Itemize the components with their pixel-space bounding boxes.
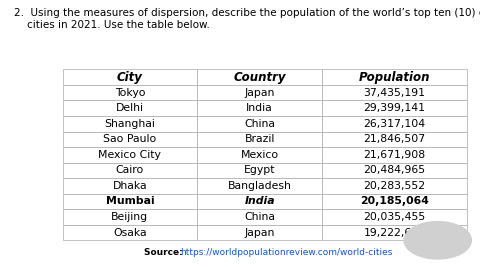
FancyBboxPatch shape <box>197 85 322 100</box>
Text: Source:: Source: <box>144 248 186 257</box>
Text: 26,317,104: 26,317,104 <box>362 119 425 129</box>
Text: 37,435,191: 37,435,191 <box>363 88 424 98</box>
Text: Population: Population <box>358 71 429 84</box>
Text: Brazil: Brazil <box>244 134 275 144</box>
FancyBboxPatch shape <box>197 132 322 147</box>
Text: 20,035,455: 20,035,455 <box>362 212 425 222</box>
FancyBboxPatch shape <box>322 209 466 225</box>
FancyBboxPatch shape <box>322 178 466 194</box>
FancyBboxPatch shape <box>197 147 322 163</box>
FancyBboxPatch shape <box>197 116 322 132</box>
FancyBboxPatch shape <box>62 225 197 240</box>
Text: Sao Paulo: Sao Paulo <box>103 134 156 144</box>
Text: Delhi: Delhi <box>116 103 144 113</box>
FancyBboxPatch shape <box>62 163 197 178</box>
Text: 21,671,908: 21,671,908 <box>362 150 425 160</box>
FancyBboxPatch shape <box>197 178 322 194</box>
FancyBboxPatch shape <box>62 209 197 225</box>
FancyBboxPatch shape <box>62 132 197 147</box>
FancyBboxPatch shape <box>197 194 322 209</box>
FancyBboxPatch shape <box>197 209 322 225</box>
FancyBboxPatch shape <box>322 85 466 100</box>
Text: Bangladesh: Bangladesh <box>228 181 291 191</box>
Text: India: India <box>244 197 275 206</box>
Text: Country: Country <box>233 71 286 84</box>
FancyBboxPatch shape <box>322 163 466 178</box>
Text: 21,846,507: 21,846,507 <box>362 134 425 144</box>
Text: Beijing: Beijing <box>111 212 148 222</box>
Text: Japan: Japan <box>244 88 275 98</box>
Text: 20,484,965: 20,484,965 <box>362 165 425 175</box>
Text: Shanghai: Shanghai <box>104 119 155 129</box>
Text: Mumbai: Mumbai <box>105 197 154 206</box>
FancyBboxPatch shape <box>322 194 466 209</box>
Text: Japan: Japan <box>244 227 275 238</box>
FancyBboxPatch shape <box>322 132 466 147</box>
FancyBboxPatch shape <box>322 225 466 240</box>
FancyBboxPatch shape <box>62 100 197 116</box>
Text: China: China <box>244 212 275 222</box>
Text: Egypt: Egypt <box>243 165 275 175</box>
FancyBboxPatch shape <box>62 147 197 163</box>
FancyBboxPatch shape <box>62 178 197 194</box>
FancyBboxPatch shape <box>322 69 466 85</box>
Circle shape <box>403 222 470 259</box>
Text: https://worldpopulationreview.com/world-cities: https://worldpopulationreview.com/world-… <box>180 248 392 257</box>
FancyBboxPatch shape <box>197 69 322 85</box>
Text: 20,283,552: 20,283,552 <box>362 181 425 191</box>
FancyBboxPatch shape <box>197 163 322 178</box>
Text: Tokyo: Tokyo <box>114 88 145 98</box>
Text: Mexico City: Mexico City <box>98 150 161 160</box>
FancyBboxPatch shape <box>62 69 197 85</box>
FancyBboxPatch shape <box>197 100 322 116</box>
FancyBboxPatch shape <box>62 194 197 209</box>
Text: Cairo: Cairo <box>116 165 144 175</box>
Text: 20,185,064: 20,185,064 <box>359 197 428 206</box>
Text: Mexico: Mexico <box>240 150 278 160</box>
FancyBboxPatch shape <box>62 116 197 132</box>
Text: 2.  Using the measures of dispersion, describe the population of the world’s top: 2. Using the measures of dispersion, des… <box>14 8 480 30</box>
Text: 19,222,665: 19,222,665 <box>363 227 424 238</box>
FancyBboxPatch shape <box>322 116 466 132</box>
FancyBboxPatch shape <box>322 147 466 163</box>
Text: Osaka: Osaka <box>113 227 146 238</box>
Text: India: India <box>246 103 273 113</box>
Text: City: City <box>117 71 143 84</box>
Text: Dhaka: Dhaka <box>112 181 147 191</box>
Text: 29,399,141: 29,399,141 <box>363 103 424 113</box>
FancyBboxPatch shape <box>322 100 466 116</box>
Text: China: China <box>244 119 275 129</box>
FancyBboxPatch shape <box>62 85 197 100</box>
FancyBboxPatch shape <box>197 225 322 240</box>
